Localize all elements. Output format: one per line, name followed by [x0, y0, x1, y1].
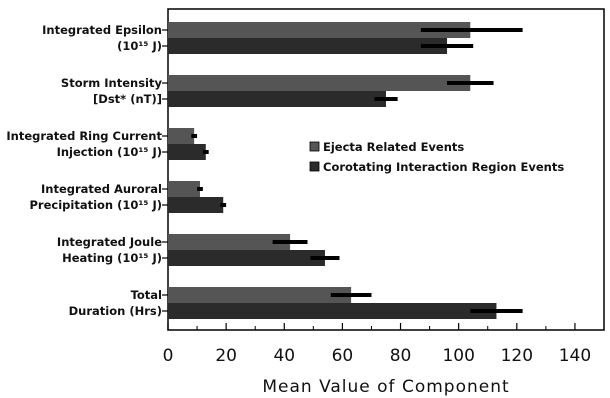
category-label: [Dst* (nT)]	[93, 92, 162, 106]
x-tick-label: 0	[163, 346, 174, 366]
category-label: Duration (Hrs)	[69, 304, 162, 318]
x-tick-label: 60	[332, 346, 354, 366]
category-label: Integrated Epsilon	[42, 23, 162, 37]
category-label: Heating (10¹⁵ J)	[62, 251, 162, 265]
plot-area	[162, 8, 605, 331]
legend-label: Ejecta Related Events	[323, 140, 464, 154]
legend: Ejecta Related Events Corotating Interact…	[309, 140, 564, 174]
x-tick-label: 20	[215, 346, 237, 366]
bar	[168, 197, 224, 213]
legend-label: Corotating Interaction Region Events	[323, 160, 564, 174]
bar	[168, 287, 352, 303]
legend-swatch	[309, 161, 320, 172]
bar	[168, 38, 448, 54]
bar	[168, 22, 471, 38]
category-label: Total	[131, 288, 162, 302]
plot-frame	[167, 8, 605, 331]
category-label: Integrated Ring Current	[6, 129, 162, 143]
category-label: Precipitation (10¹⁵ J)	[30, 198, 163, 212]
category-label: Storm Intensity	[61, 76, 163, 90]
x-tick-label: 120	[501, 346, 533, 366]
category-label: Injection (10¹⁵ J)	[57, 145, 162, 159]
x-tick-label: 80	[390, 346, 412, 366]
x-axis-ticks: 0 20 40 60 80 100 120 140	[163, 323, 591, 366]
x-tick-label: 100	[442, 346, 474, 366]
legend-swatch	[309, 141, 320, 152]
category-label: Integrated Auroral	[41, 182, 162, 196]
category-label: (10¹⁵ J)	[117, 39, 162, 53]
bar	[168, 128, 195, 144]
x-tick-label: 40	[273, 346, 295, 366]
x-axis-title: Mean Value of Component	[262, 377, 509, 397]
bar	[168, 91, 386, 107]
bar	[168, 144, 206, 160]
bar	[168, 75, 471, 91]
bar	[168, 303, 497, 319]
x-tick-label: 140	[559, 346, 591, 366]
category-labels: Integrated Epsilon (10¹⁵ J) Storm Intensit…	[6, 23, 162, 318]
category-label: Integrated Joule	[57, 235, 162, 249]
bar	[168, 181, 200, 197]
bar	[168, 250, 325, 266]
bar	[168, 234, 291, 250]
